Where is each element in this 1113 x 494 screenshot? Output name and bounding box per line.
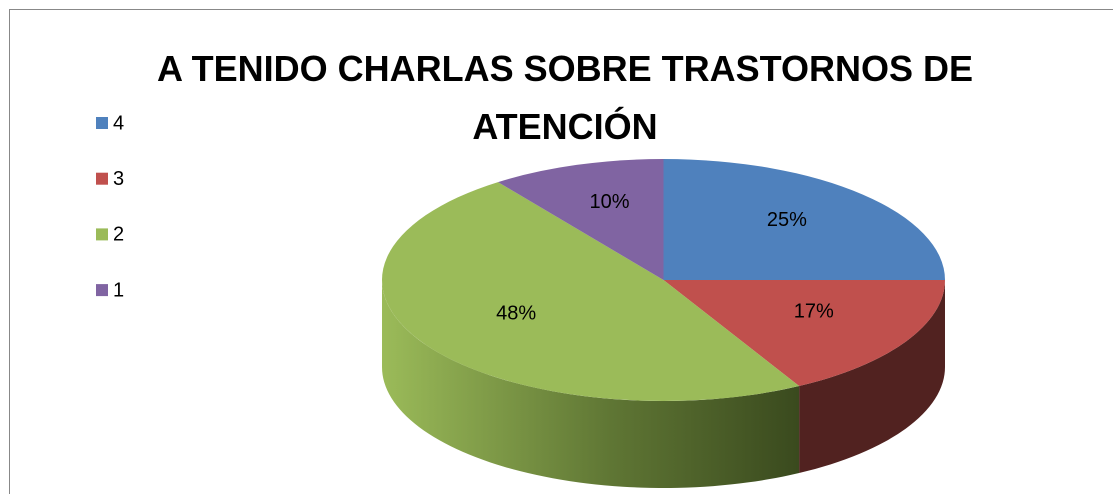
slice — [381, 182, 800, 402]
legend-label: 1 — [113, 279, 124, 301]
slice — [663, 280, 945, 387]
data-label: 48% — [496, 302, 536, 324]
legend-label: 3 — [113, 168, 124, 190]
data-label: 17% — [794, 300, 834, 322]
data-label: 10% — [590, 191, 630, 213]
legend-swatch — [96, 284, 108, 297]
slice — [663, 159, 945, 280]
chart-frame — [9, 9, 1113, 494]
legend-swatch — [96, 117, 108, 129]
chart-title: A TENIDO CHARLAS SOBRE TRASTORNOS DE ATE… — [156, 48, 974, 147]
slice-side — [382, 280, 800, 489]
legend-label: 2 — [113, 224, 124, 246]
slice — [498, 159, 664, 280]
legend-label: 4 — [113, 112, 124, 134]
slice-side — [799, 280, 945, 474]
data-label: 25% — [767, 209, 807, 231]
legend-swatch — [96, 172, 108, 185]
legend-swatch — [96, 228, 108, 241]
